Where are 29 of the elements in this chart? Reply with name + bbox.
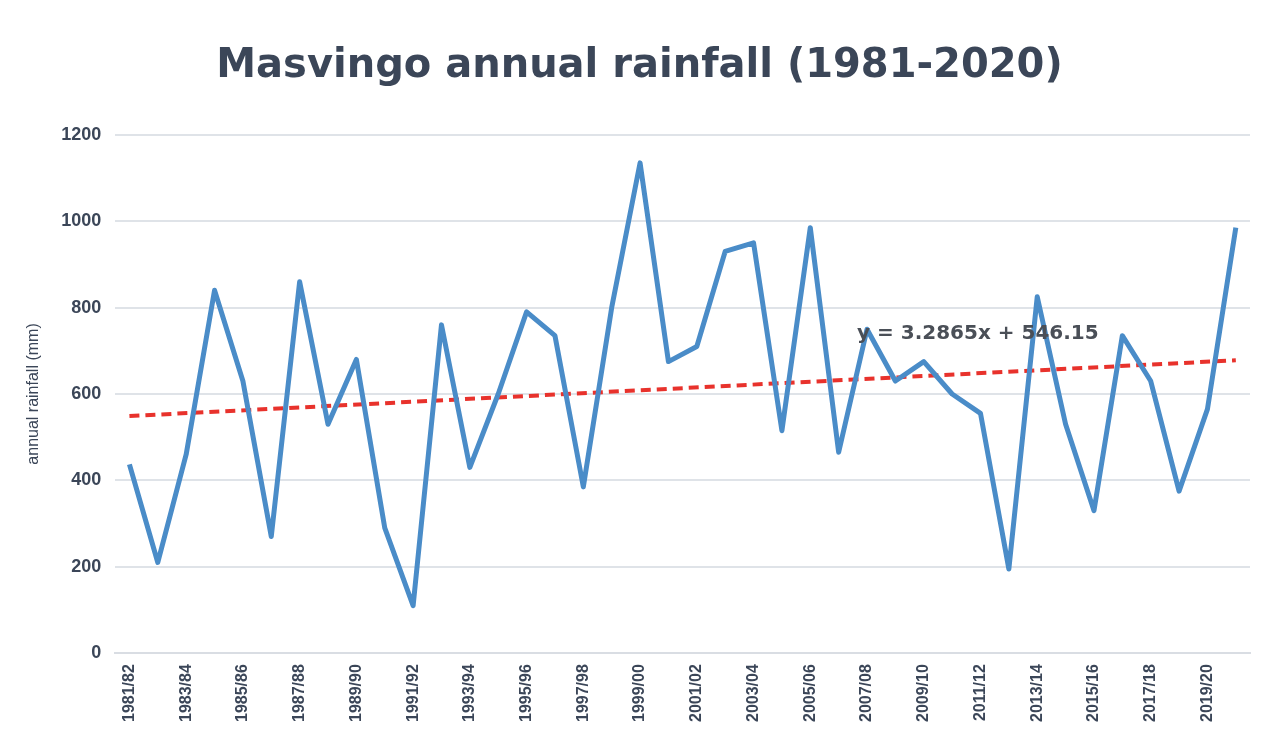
x-tick-label: 1987/88 xyxy=(290,664,308,723)
y-tick-label: 200 xyxy=(71,555,102,576)
x-tick-label: 2015/16 xyxy=(1084,664,1102,723)
x-tick-label: 2005/06 xyxy=(800,664,818,723)
y-tick-label: 600 xyxy=(71,382,102,403)
x-tick-label: 2017/18 xyxy=(1141,664,1159,723)
x-tick-label: 2011/12 xyxy=(970,664,988,722)
y-tick-label: 0 xyxy=(91,642,102,663)
x-tick-label: 2007/08 xyxy=(857,664,875,723)
x-tick-label: 1991/92 xyxy=(403,664,421,723)
x-tick-label: 1981/82 xyxy=(119,664,137,723)
y-tick-label: 1000 xyxy=(61,210,102,231)
y-tick-label: 400 xyxy=(71,469,102,490)
y-axis-title: annual rainfall (mm) xyxy=(24,323,42,465)
x-tick-label: 2009/10 xyxy=(914,664,932,723)
x-tick-label: 1983/84 xyxy=(176,664,194,723)
x-tick-label: 1997/98 xyxy=(573,664,591,723)
x-tick-label: 2001/02 xyxy=(687,664,705,723)
x-tick-label: 1999/00 xyxy=(630,664,648,723)
y-tick-label: 1200 xyxy=(61,123,102,144)
x-tick-label: 1993/94 xyxy=(460,664,478,723)
x-tick-label: 1989/90 xyxy=(346,664,364,723)
x-tick-label: 2019/20 xyxy=(1197,664,1215,723)
chart-title: Masvingo annual rainfall (1981-2020) xyxy=(215,40,1064,86)
x-tick-label: 2003/04 xyxy=(743,664,761,723)
x-tick-label: 1995/96 xyxy=(517,664,534,723)
x-tick-label: 1985/86 xyxy=(233,664,251,723)
y-tick-label: 800 xyxy=(71,296,102,317)
x-tick-label: 2013/14 xyxy=(1027,664,1045,723)
